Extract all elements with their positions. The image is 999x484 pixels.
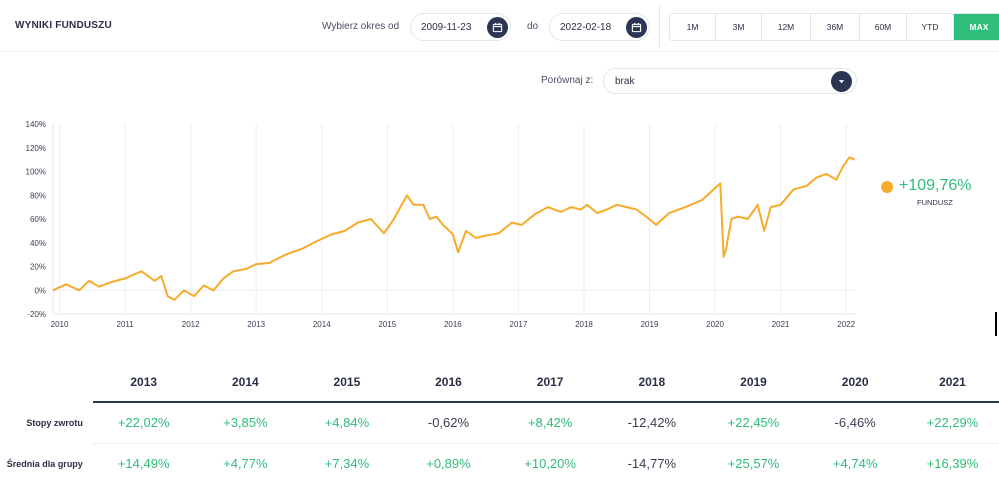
- return-value: +14,49%: [117, 456, 170, 472]
- x-tick-label: 2016: [444, 320, 462, 329]
- x-tick-label: 2018: [575, 320, 593, 329]
- x-tick-label: 2010: [51, 320, 69, 329]
- calendar-icon[interactable]: [626, 17, 647, 38]
- year-header: 2020: [804, 362, 906, 403]
- return-value: -12,42%: [600, 402, 703, 444]
- y-tick-label: 20%: [30, 263, 46, 272]
- return-value: +3,85%: [194, 402, 297, 444]
- row-label: Średnia dla grupy: [6, 458, 83, 469]
- x-tick-label: 2013: [247, 320, 265, 329]
- return-value: +0,89%: [426, 456, 471, 472]
- range-button-12m[interactable]: 12M: [762, 14, 811, 40]
- year-header: 2016: [397, 362, 500, 403]
- table-corner: [0, 362, 93, 402]
- y-tick-label: 60%: [30, 215, 46, 224]
- return-value: +7,34%: [324, 456, 370, 472]
- year-header: 2015: [296, 362, 398, 403]
- compare-label: Porównaj z:: [541, 75, 594, 86]
- return-value: +4,77%: [223, 456, 268, 472]
- date-from-value: 2009-11-23: [421, 21, 472, 33]
- range-button-60m[interactable]: 60M: [860, 14, 907, 40]
- return-value: +10,20%: [524, 456, 576, 472]
- year-header: 2021: [905, 362, 999, 403]
- return-value: +25,57%: [727, 456, 780, 472]
- return-value: +22,02%: [92, 402, 195, 444]
- date-from-field[interactable]: 2009-11-23: [410, 13, 511, 41]
- year-header: 2014: [194, 362, 297, 403]
- return-value: -14,77%: [627, 456, 677, 472]
- legend-label: FUNDUSZ: [917, 198, 953, 207]
- date-to-value: 2022-02-18: [560, 21, 612, 33]
- compare-select[interactable]: brak: [603, 68, 857, 94]
- year-header: 2019: [702, 362, 805, 403]
- return-value: +22,45%: [702, 402, 805, 444]
- x-tick-label: 2021: [772, 320, 790, 329]
- return-value: -6,46%: [804, 402, 906, 444]
- return-value: -0,62%: [397, 402, 500, 444]
- range-button-3m[interactable]: 3M: [716, 14, 762, 40]
- period-to-label: do: [527, 21, 539, 32]
- x-tick-label: 2022: [837, 320, 855, 329]
- page-title: WYNIKI FUNDUSZU: [15, 20, 112, 31]
- x-tick-label: 2020: [706, 320, 724, 329]
- chevron-down-icon[interactable]: [831, 71, 852, 92]
- x-tick-label: 2014: [313, 320, 331, 329]
- y-tick-label: 80%: [30, 191, 46, 200]
- year-header: 2013: [92, 362, 195, 403]
- legend-value: +109,76%: [899, 177, 972, 194]
- y-tick-label: 140%: [26, 120, 46, 129]
- x-tick-label: 2015: [378, 320, 396, 329]
- period-from-label: Wybierz okres od: [322, 21, 400, 32]
- x-tick-label: 2011: [117, 320, 135, 329]
- range-button-36m[interactable]: 36M: [811, 14, 860, 40]
- return-value: +4,74%: [832, 456, 878, 472]
- y-tick-label: 40%: [30, 239, 46, 248]
- year-header: 2018: [600, 362, 703, 403]
- annual-returns-table: 2013 2014 2015 2016 2017 2018 2019 2020 2021 Stop…: [0, 362, 999, 484]
- fund-results-header: WYNIKI FUNDUSZU Wybierz okres od 2009-11…: [0, 0, 999, 52]
- range-button-1m[interactable]: 1M: [670, 14, 716, 40]
- table-header-row: 2013 2014 2015 2016 2017 2018 2019 2020 2021: [0, 362, 999, 403]
- row-label: Stopy zwrotu: [26, 417, 83, 428]
- range-selector: 1M 3M 12M 36M 60M YTD MAX: [669, 13, 999, 41]
- range-button-ytd[interactable]: YTD: [907, 14, 954, 40]
- date-to-field[interactable]: 2022-02-18: [549, 13, 650, 41]
- return-value: +22,29%: [905, 402, 999, 444]
- table-row: Średnia dla grupy +14,49% +4,77% +7,34% +0,8…: [0, 443, 999, 484]
- year-header: 2017: [499, 362, 601, 403]
- y-tick-label: 100%: [26, 168, 46, 177]
- return-value: +16,39%: [926, 456, 979, 472]
- compare-value: brak: [615, 75, 635, 87]
- y-tick-label: -20%: [27, 310, 46, 319]
- x-tick-label: 2012: [182, 320, 200, 329]
- y-tick-label: 0%: [34, 286, 46, 295]
- text-cursor: [995, 312, 997, 336]
- x-tick-label: 2017: [510, 320, 528, 329]
- series-line-fundusz: [52, 156, 856, 301]
- header-divider: [659, 6, 660, 48]
- performance-chart: -20% 0% 20% 40% 60% 80% 100% 120% 140% 2010 2011 20…: [26, 120, 856, 329]
- y-tick-label: 120%: [26, 144, 46, 153]
- x-tick-label: 2019: [641, 320, 659, 329]
- return-value: +8,42%: [499, 402, 601, 444]
- range-button-max[interactable]: MAX: [954, 14, 999, 40]
- calendar-icon[interactable]: [487, 17, 508, 38]
- legend-dot: [881, 181, 893, 193]
- table-row: Stopy zwrotu +22,02% +3,85% +4,84% -0,62% +8,…: [0, 402, 999, 444]
- return-value: +4,84%: [296, 402, 398, 444]
